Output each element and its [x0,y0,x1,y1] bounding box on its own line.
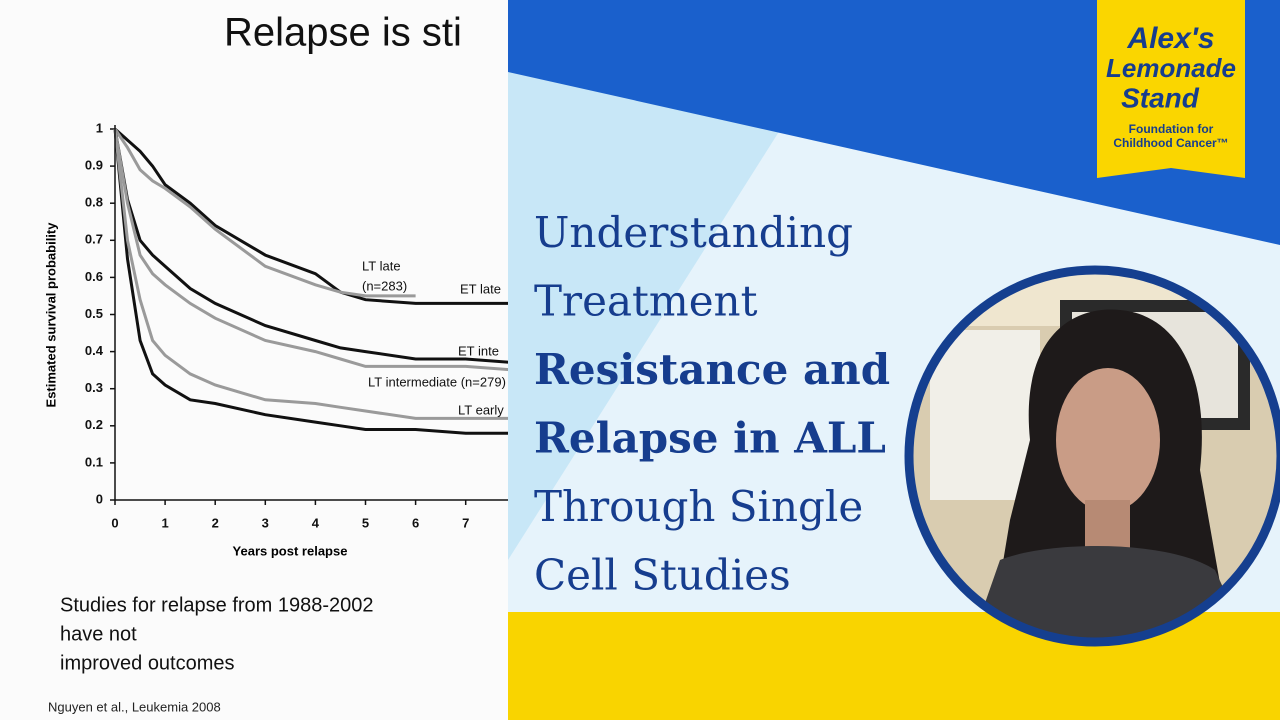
x-tick-label: 1 [161,515,168,530]
photo-ring [904,265,1280,647]
y-tick-label: 0.2 [85,417,103,432]
note-line: have not [60,623,137,645]
survival-curve [113,128,516,420]
light-shape [508,60,780,560]
x-tick-label: 7 [462,515,469,530]
y-tick-label: 0.1 [85,454,103,469]
slide-title: Relapse is sti [224,11,462,55]
x-axis-label: Years post relapse [233,543,348,558]
y-tick-label: 0 [96,491,103,506]
curve-annotation: (n=283) [362,278,407,293]
blue-band [508,0,1280,245]
y-tick-label: 0.7 [85,232,103,247]
logo-line: Childhood Cancer™ [1113,136,1228,150]
title-line: Understanding [534,208,853,257]
y-tick-label: 0.9 [85,158,103,173]
note-line: improved outcomes [60,652,235,674]
y-tick-label: 0.8 [85,195,103,210]
logo-line: Alex's [1126,22,1214,55]
curve-annotation: LT early [458,402,504,417]
curve-annotation: LT intermediate (n=279) [368,374,506,389]
survival-curve [113,128,416,298]
x-tick-label: 6 [412,515,419,530]
banner-title: Understanding Treatment Resistance and Rela… [534,208,890,600]
speaker-photo [909,270,1280,642]
title-line: Cell Studies [534,551,791,600]
x-tick-label: 3 [262,515,269,530]
y-tick-label: 0.5 [85,306,103,321]
x-tick-label: 0 [111,515,118,530]
title-line: Treatment [534,277,758,326]
logo-line: Foundation for [1129,122,1214,136]
curve-annotation: LT late [362,258,401,273]
survival-curve [113,128,516,365]
y-tick-label: 0.4 [85,343,104,358]
x-tick-label: 2 [212,515,219,530]
logo-line: Stand [1121,82,1200,113]
title-line: Relapse in ALL [534,414,886,463]
title-line: Resistance and [534,345,890,394]
title-line: Through Single [534,482,863,531]
survival-curve [114,127,516,305]
note-line: Studies for relapse from 1988-2002 [60,594,374,616]
slide-notes: Studies for relapse from 1988-2002 have n… [60,594,374,674]
x-tick-label: 4 [312,515,320,530]
x-tick-label: 5 [362,515,369,530]
logo-line: Lemonade [1106,53,1236,83]
citation: Nguyen et al., Leukemia 2008 [48,699,221,714]
y-tick-label: 1 [96,120,103,135]
y-tick-label: 0.3 [85,380,103,395]
survival-curve [113,128,516,372]
curve-annotation: ET late [460,281,501,296]
y-tick-label: 0.6 [85,269,103,284]
survival-curve [113,128,516,435]
curve-annotation: ET inte [458,343,499,358]
logo-bg [1097,0,1245,178]
plot: 0 0.1 0.2 0.3 0.4 0.5 0.6 0.7 0.8 0.9 1 0 1 2 3 4 5 6 7 LT … [85,120,516,530]
y-axis-label: Estimated survival probability [43,222,58,408]
